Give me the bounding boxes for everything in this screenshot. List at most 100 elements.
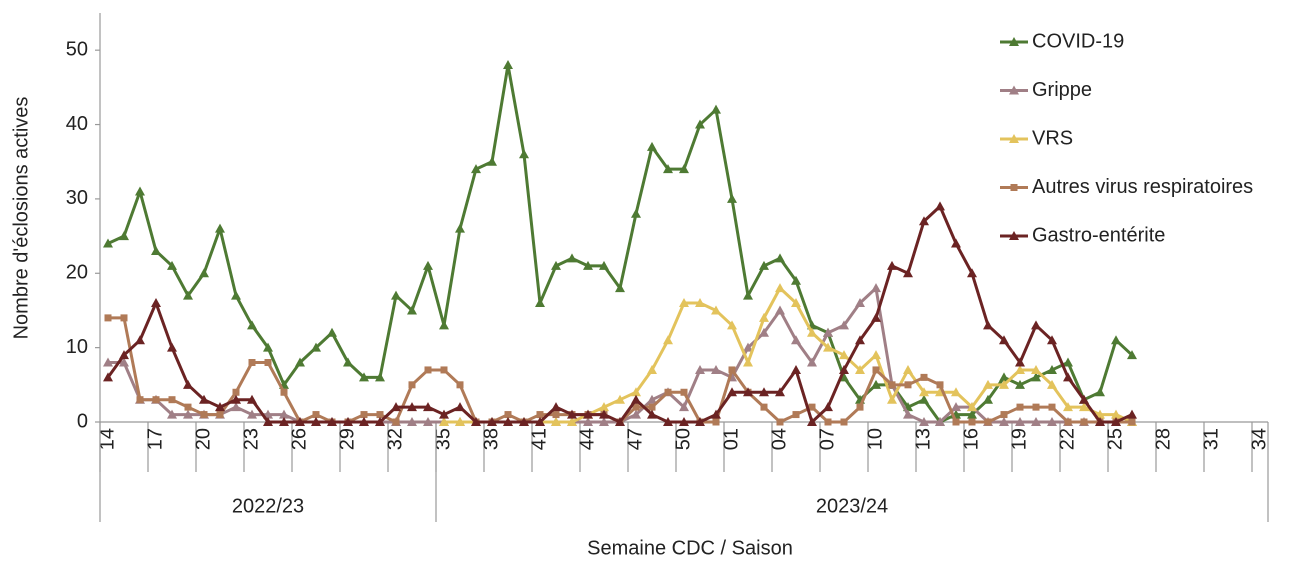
data-point bbox=[424, 366, 432, 374]
data-point bbox=[503, 60, 513, 70]
data-point bbox=[807, 417, 817, 426]
data-point bbox=[759, 260, 769, 270]
data-point bbox=[1095, 387, 1105, 397]
data-point bbox=[728, 366, 736, 374]
data-point bbox=[727, 387, 737, 397]
data-point bbox=[903, 364, 913, 374]
data-point bbox=[983, 394, 993, 404]
x-tick-label: 16 bbox=[960, 428, 982, 450]
data-point bbox=[167, 409, 177, 419]
data-point bbox=[823, 402, 833, 412]
data-point bbox=[455, 402, 465, 412]
data-point bbox=[1048, 403, 1056, 411]
data-point bbox=[183, 290, 193, 300]
data-point bbox=[999, 417, 1009, 426]
data-point bbox=[439, 409, 449, 419]
data-point bbox=[824, 418, 832, 426]
data-point bbox=[151, 245, 161, 255]
data-point bbox=[1000, 411, 1008, 419]
data-point bbox=[647, 409, 657, 419]
data-point bbox=[311, 417, 321, 426]
data-point bbox=[295, 357, 305, 367]
data-point bbox=[136, 396, 144, 404]
data-point bbox=[216, 411, 224, 419]
data-point bbox=[519, 417, 529, 426]
data-point bbox=[664, 388, 672, 396]
data-point bbox=[375, 417, 385, 426]
data-point bbox=[439, 320, 449, 330]
data-point bbox=[632, 403, 640, 411]
x-tick-label: 17 bbox=[144, 428, 166, 450]
legend-marker bbox=[1009, 37, 1019, 46]
x-tick-label: 14 bbox=[96, 428, 118, 450]
data-point bbox=[903, 268, 913, 278]
data-point bbox=[279, 417, 289, 426]
data-point bbox=[968, 418, 976, 426]
data-point bbox=[295, 417, 305, 426]
y-tick-label: 50 bbox=[66, 38, 88, 60]
x-tick-label: 22 bbox=[1056, 428, 1078, 450]
data-point bbox=[1015, 379, 1025, 389]
data-point bbox=[792, 411, 800, 419]
data-point bbox=[247, 409, 257, 419]
data-point bbox=[1064, 418, 1072, 426]
data-point bbox=[1079, 394, 1089, 404]
legend-label: Gastro-entérite bbox=[1032, 224, 1165, 246]
data-point bbox=[647, 141, 657, 151]
x-tick-label: 20 bbox=[192, 428, 214, 450]
x-tick-label: 31 bbox=[1200, 428, 1222, 450]
series-line bbox=[108, 316, 1132, 424]
data-point bbox=[247, 320, 257, 330]
data-point bbox=[1111, 417, 1121, 426]
data-point bbox=[1047, 335, 1057, 345]
data-point bbox=[551, 260, 561, 270]
data-point bbox=[375, 372, 385, 382]
data-point bbox=[1063, 402, 1073, 412]
data-point bbox=[856, 403, 864, 411]
data-point bbox=[359, 417, 369, 426]
data-point bbox=[920, 373, 928, 381]
data-point bbox=[663, 164, 673, 174]
series-line bbox=[107, 63, 1134, 424]
data-point bbox=[888, 381, 896, 389]
data-point bbox=[1111, 409, 1121, 419]
x-tick-label: 25 bbox=[1104, 428, 1126, 450]
data-point bbox=[775, 283, 785, 293]
data-point bbox=[215, 223, 225, 233]
data-point bbox=[727, 320, 737, 330]
data-point bbox=[791, 364, 801, 374]
data-point bbox=[983, 379, 993, 389]
x-tick-label: 28 bbox=[1152, 428, 1174, 450]
data-point bbox=[679, 402, 689, 412]
data-point bbox=[1079, 402, 1089, 412]
data-point bbox=[743, 387, 753, 397]
data-point bbox=[999, 379, 1009, 389]
data-point bbox=[647, 364, 657, 374]
y-tick-label: 40 bbox=[66, 113, 88, 135]
data-point bbox=[536, 411, 544, 419]
data-point bbox=[695, 417, 705, 426]
data-point bbox=[855, 298, 865, 308]
data-point bbox=[519, 149, 529, 159]
data-point bbox=[471, 417, 481, 426]
data-point bbox=[679, 417, 689, 426]
data-point bbox=[951, 402, 961, 412]
data-point bbox=[423, 417, 433, 426]
data-point bbox=[695, 298, 705, 308]
data-point bbox=[1111, 335, 1121, 345]
data-point bbox=[583, 409, 593, 419]
legend-marker bbox=[1009, 134, 1019, 143]
data-point bbox=[167, 342, 177, 352]
data-point bbox=[935, 417, 945, 426]
x-tick-label: 04 bbox=[768, 428, 790, 450]
data-point bbox=[759, 312, 769, 322]
data-point bbox=[167, 260, 177, 270]
data-point bbox=[535, 298, 545, 308]
data-point bbox=[1128, 418, 1136, 426]
data-point bbox=[583, 417, 593, 426]
data-point bbox=[567, 417, 577, 426]
x-tick-label: 07 bbox=[816, 428, 838, 450]
data-point bbox=[760, 403, 768, 411]
